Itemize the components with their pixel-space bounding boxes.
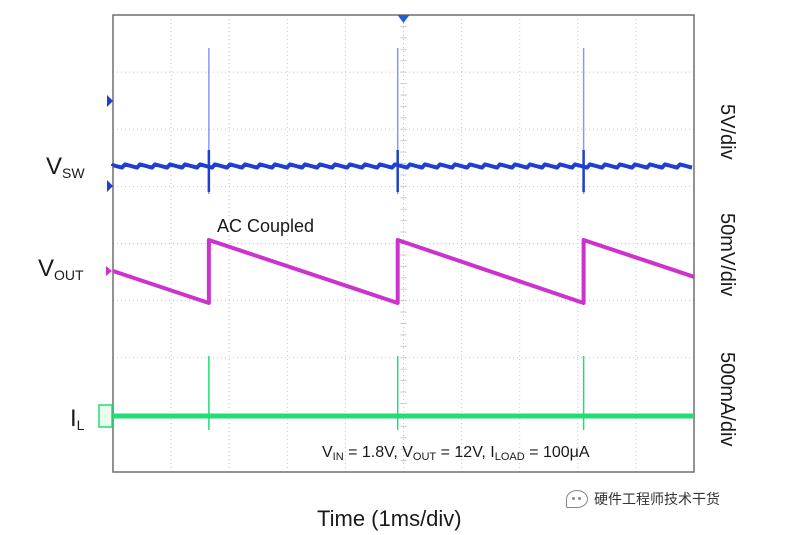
test-conditions: VIN = 1.8V, VOUT = 12V, ILOAD = 100μA [322, 444, 590, 463]
il-scale: 500mA/div [716, 352, 738, 447]
vout-label: VOUT [38, 255, 84, 283]
vsw-ground-marker [107, 180, 113, 192]
vout-scale: 50mV/div [716, 213, 738, 297]
chat-bubble-icon [566, 490, 588, 508]
vsw-trace [111, 162, 693, 170]
trigger-marker [397, 15, 410, 23]
vout-ground-marker [106, 266, 112, 276]
vsw-trigger-level-marker [107, 95, 113, 107]
vsw-label: VSW [46, 153, 85, 181]
watermark: 硬件工程师技术干货 [566, 489, 720, 509]
il-ground-marker [98, 404, 113, 428]
vsw-scale: 5V/div [716, 104, 738, 160]
vout-trace [112, 238, 695, 305]
x-axis-label: Time (1ms/div) [317, 506, 462, 531]
watermark-text: 硬件工程师技术干货 [594, 491, 720, 507]
il-label: IL [70, 405, 85, 433]
ac-coupled-annotation: AC Coupled [217, 216, 315, 236]
